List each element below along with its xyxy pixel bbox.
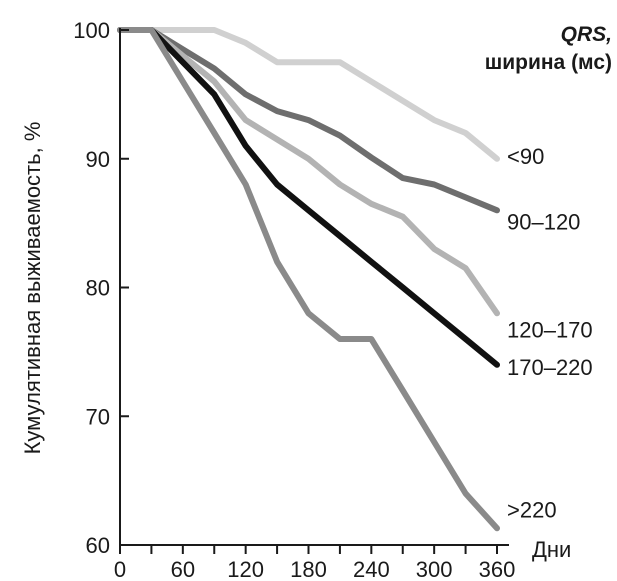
x-tick-label: 60: [171, 557, 195, 581]
series-label: 170–220: [507, 355, 593, 380]
series-line: [117, 27, 500, 368]
legend-title-line1: QRS,: [561, 23, 612, 46]
series-line: [117, 27, 500, 162]
series-layer: <90 90–120 120–170 170–220 >220: [117, 27, 593, 532]
x-axis-title: Дни: [532, 537, 571, 562]
series-line: [117, 27, 500, 532]
series-line: [117, 27, 500, 317]
x-tick-label: 180: [290, 557, 327, 581]
legend-title-line2: ширина (мс): [485, 51, 612, 74]
y-tick-label: 90: [86, 147, 110, 172]
series-line: [117, 27, 500, 214]
series-label: <90: [507, 144, 544, 169]
labels-layer: Кумулятивная выживаемость, % Дни QRS, ши…: [20, 23, 612, 562]
x-tick-label: 360: [479, 557, 516, 581]
x-tick-label: 300: [416, 557, 453, 581]
series-label: 120–170: [507, 317, 593, 342]
y-tick-label: 100: [73, 18, 110, 43]
y-tick-label: 60: [86, 533, 110, 558]
x-tick-label: 240: [353, 557, 390, 581]
series-label: >220: [507, 497, 557, 522]
x-tick-label: 120: [227, 557, 264, 581]
x-tick-label: 0: [114, 557, 126, 581]
y-tick-label: 80: [86, 276, 110, 301]
y-axis-title: Кумулятивная выживаемость, %: [20, 122, 45, 455]
y-tick-label: 70: [86, 404, 110, 429]
series-label: 90–120: [507, 209, 580, 234]
